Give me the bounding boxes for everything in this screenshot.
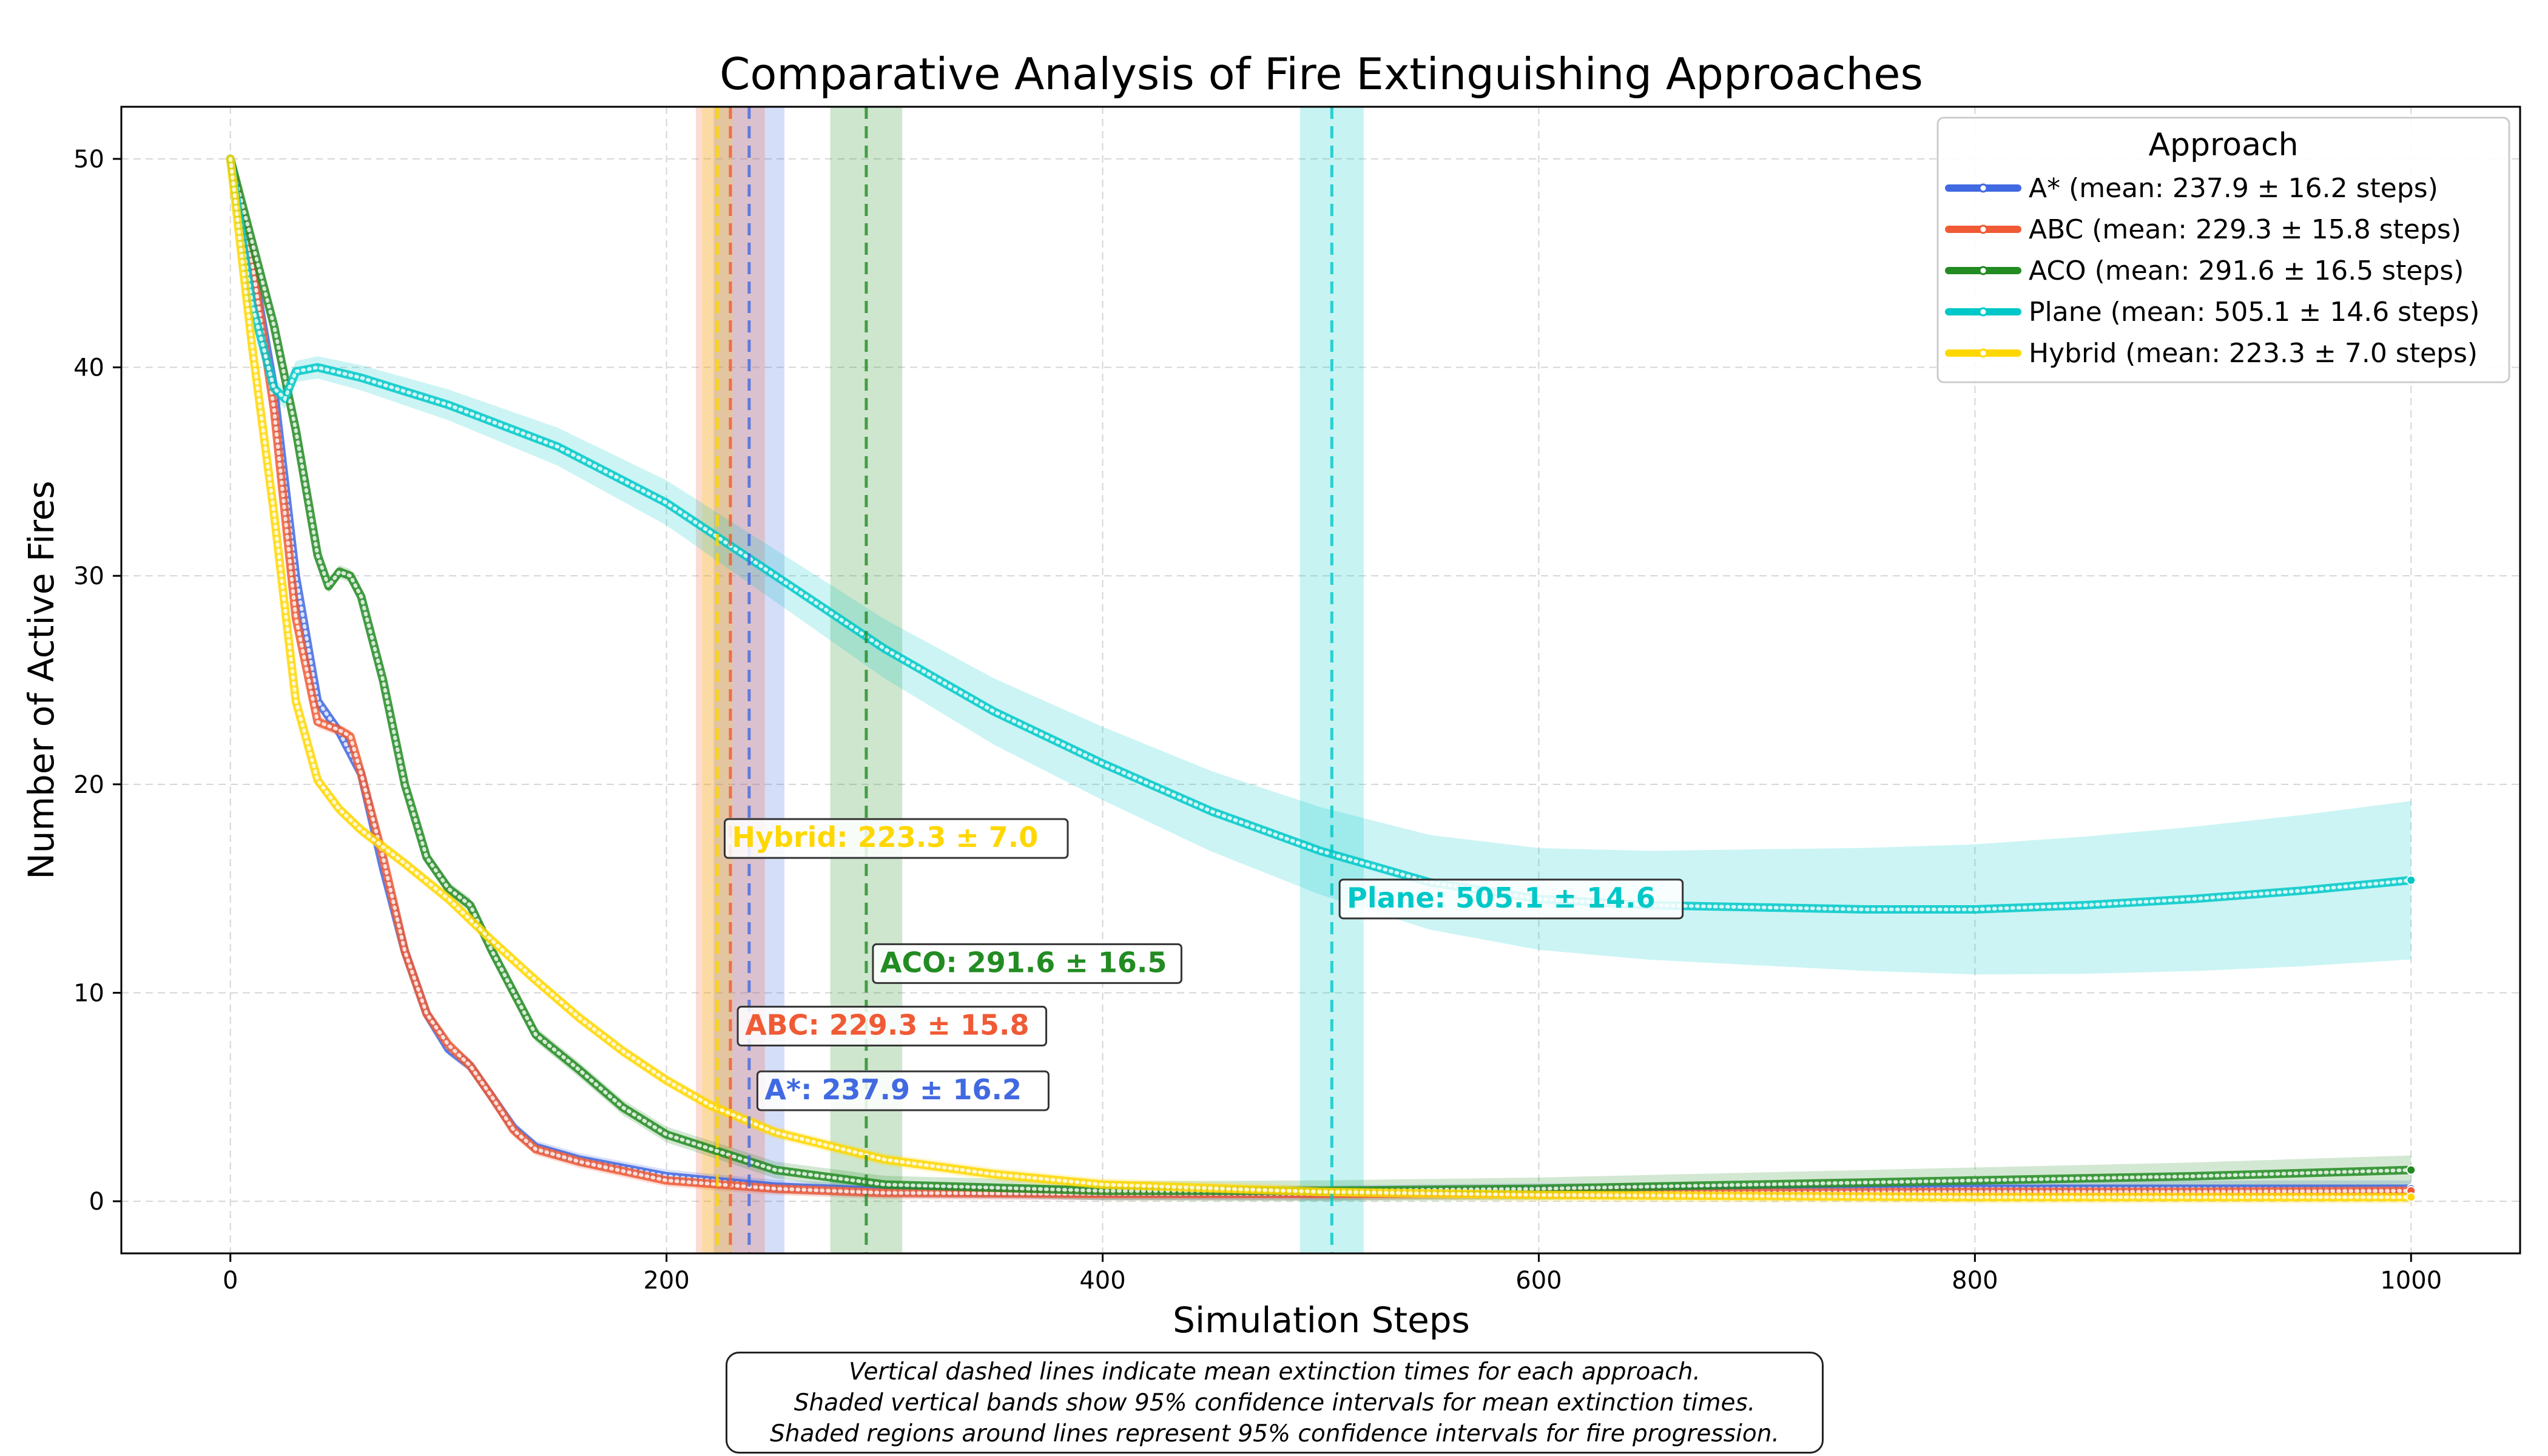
series-line-dots-hybrid xyxy=(228,157,2413,1199)
legend-label-a: A* (mean: 237.9 ± 16.2 steps) xyxy=(2029,173,2438,204)
y-tick-label: 0 xyxy=(89,1188,104,1216)
footnote-line-2: Shaded vertical bands show 95% confidenc… xyxy=(794,1389,1756,1417)
confidence-bands xyxy=(230,150,2412,1204)
x-tick-label: 1000 xyxy=(2380,1267,2442,1295)
plot-frame xyxy=(120,106,2521,1255)
y-axis-label: Number of Active Fires xyxy=(21,480,62,879)
annotation-box-plane xyxy=(1338,878,1684,920)
footnote-line-1: Vertical dashed lines indicate mean exti… xyxy=(849,1358,1700,1386)
legend-marker-hybrid xyxy=(1978,348,1988,358)
annotation-text-hybrid: Hybrid: 223.3 ± 7.0 xyxy=(732,821,1039,854)
annotation-box-hybrid xyxy=(724,818,1069,859)
annotation-text-plane: Plane: 505.1 ± 14.6 xyxy=(1347,881,1655,914)
annotation-box-abc xyxy=(736,1005,1048,1046)
annotation-a: A*: 237.9 ± 16.2 xyxy=(756,1070,1050,1111)
annotation-aco: ACO: 291.6 ± 16.5 xyxy=(872,943,1182,984)
grid-lines xyxy=(121,107,2520,1253)
x-tick-label: 0 xyxy=(223,1267,238,1295)
legend-marker-a xyxy=(1978,183,1988,193)
series-end-marker-aco xyxy=(2406,1165,2416,1175)
legend: Approach A* (mean: 237.9 ± 16.2 steps) ABC… xyxy=(1936,116,2510,383)
y-tick-label: 20 xyxy=(73,771,104,799)
series-end-marker-plane xyxy=(2406,875,2416,885)
confidence-region-plane xyxy=(230,150,2412,975)
footnote-line-3: Shaded regions around lines represent 95… xyxy=(770,1420,1779,1448)
y-tick-label: 10 xyxy=(73,979,104,1007)
legend-title: Approach xyxy=(2148,127,2298,163)
legend-label-abc: ABC (mean: 229.3 ± 15.8 steps) xyxy=(2029,214,2461,245)
y-tick-label: 30 xyxy=(73,562,104,590)
mean-time-lines xyxy=(715,107,1333,1253)
y-tick-label: 50 xyxy=(73,146,104,174)
axis-ticks: 0 200 400 600 800 1000 0 10 20 30 40 50 xyxy=(73,146,2442,1295)
annotation-abc: ABC: 229.3 ± 15.8 xyxy=(736,1005,1048,1046)
footnote-box: Vertical dashed lines indicate mean exti… xyxy=(726,1352,1824,1454)
legend-marker-abc xyxy=(1978,224,1988,234)
annotation-text-a: A*: 237.9 ± 16.2 xyxy=(764,1073,1022,1106)
x-tick-label: 800 xyxy=(1952,1267,1998,1295)
annotation-text-abc: ABC: 229.3 ± 15.8 xyxy=(745,1008,1029,1041)
annotation-plane: Plane: 505.1 ± 14.6 xyxy=(1338,878,1684,920)
x-tick-label: 600 xyxy=(1515,1267,1562,1295)
series-lines xyxy=(226,154,2416,1202)
annotation-text-aco: ACO: 291.6 ± 16.5 xyxy=(880,946,1167,979)
annotation-box-a xyxy=(756,1070,1050,1111)
legend-label-hybrid: Hybrid (mean: 223.3 ± 7.0 steps) xyxy=(2029,338,2478,369)
x-axis-label: Simulation Steps xyxy=(1173,1299,1470,1341)
chart-title: Comparative Analysis of Fire Extinguishi… xyxy=(720,49,1923,99)
annotation-hybrid: Hybrid: 223.3 ± 7.0 xyxy=(724,818,1069,859)
annotations: A*: 237.9 ± 16.2 ABC: 229.3 ± 15.8 ACO: 29… xyxy=(724,818,1684,1111)
series-end-marker-hybrid xyxy=(2406,1192,2416,1202)
legend-box xyxy=(1936,116,2510,383)
y-tick-label: 40 xyxy=(73,354,104,382)
legend-label-plane: Plane (mean: 505.1 ± 14.6 steps) xyxy=(2029,297,2479,328)
x-tick-label: 200 xyxy=(643,1267,689,1295)
series-line-dots-plane xyxy=(228,157,2413,911)
legend-marker-aco xyxy=(1978,266,1988,275)
legend-label-aco: ACO (mean: 291.6 ± 16.5 steps) xyxy=(2029,255,2464,286)
x-tick-label: 400 xyxy=(1079,1267,1125,1295)
annotation-box-aco xyxy=(872,943,1182,984)
legend-marker-plane xyxy=(1978,307,1988,317)
